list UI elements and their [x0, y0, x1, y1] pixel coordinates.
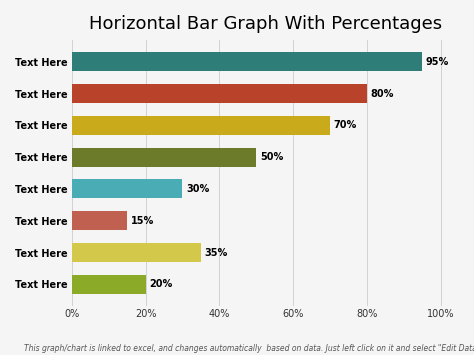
Text: 50%: 50% — [260, 152, 283, 162]
Text: 35%: 35% — [205, 247, 228, 257]
Text: 70%: 70% — [334, 120, 357, 130]
Bar — [72, 116, 330, 135]
Text: 95%: 95% — [426, 57, 449, 67]
Bar — [72, 211, 127, 230]
Text: 20%: 20% — [149, 279, 173, 289]
Bar — [72, 179, 182, 198]
Bar — [72, 52, 422, 71]
Bar — [72, 243, 201, 262]
Bar — [72, 84, 367, 103]
Bar — [72, 148, 256, 166]
Text: 15%: 15% — [131, 216, 154, 226]
Bar — [72, 275, 146, 294]
Text: This graph/chart is linked to excel, and changes automatically  based on data. J: This graph/chart is linked to excel, and… — [24, 344, 474, 353]
Text: 30%: 30% — [186, 184, 210, 194]
Text: 80%: 80% — [371, 88, 394, 99]
Title: Horizontal Bar Graph With Percentages: Horizontal Bar Graph With Percentages — [89, 15, 442, 33]
